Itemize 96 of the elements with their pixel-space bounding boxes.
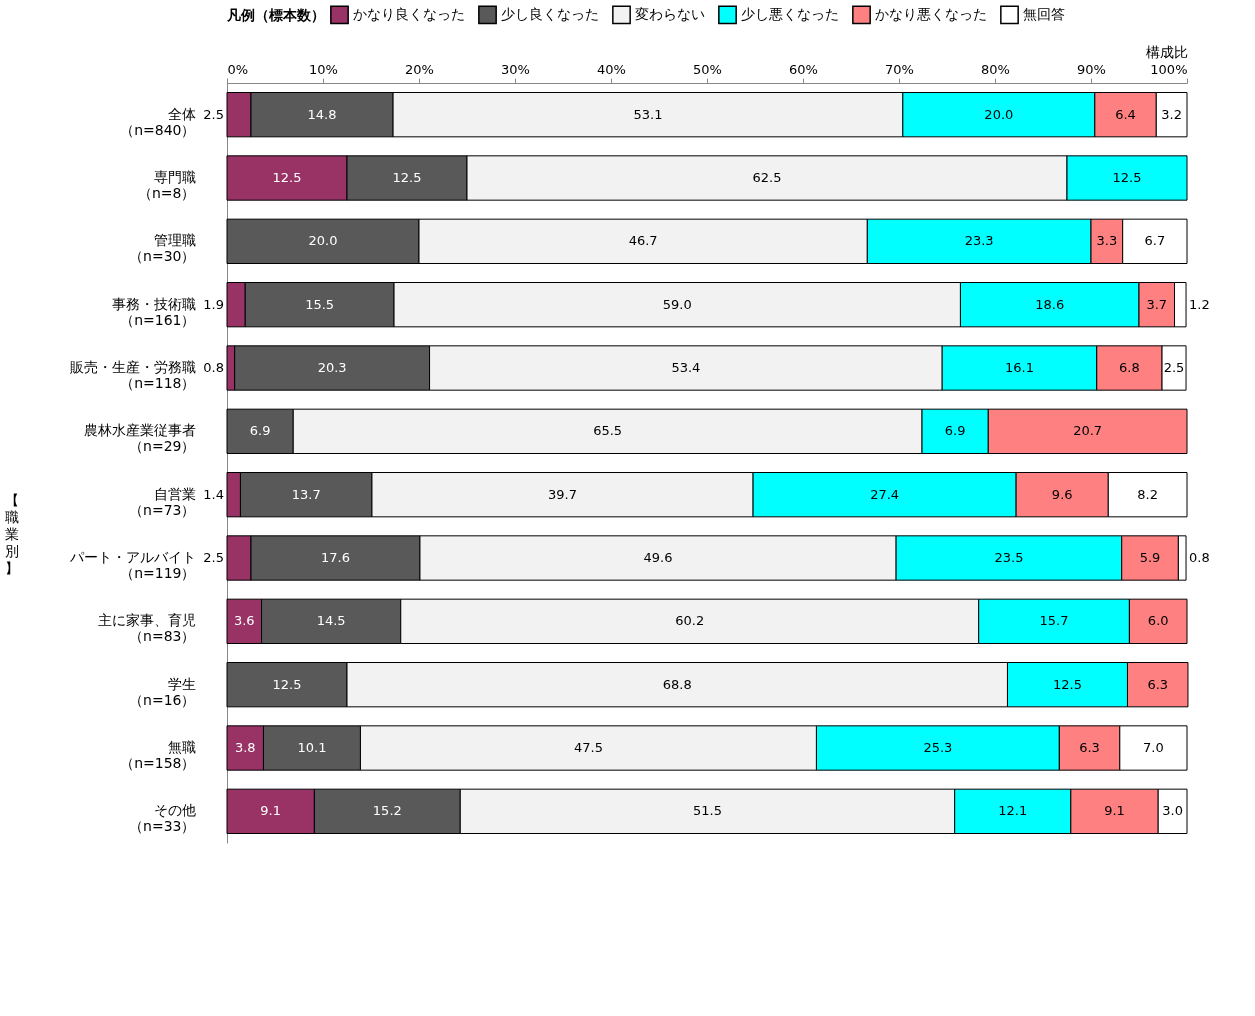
data-label: 2.5: [203, 106, 224, 122]
data-label: 2.5: [203, 550, 224, 565]
y-tick-label: 管理職（n=30）: [129, 232, 196, 265]
x-tick-label: 90%: [1077, 61, 1106, 77]
y-tick-label: 自営業（n=73）: [129, 485, 196, 518]
data-label: 62.5: [752, 170, 782, 185]
data-label: 10.1: [297, 740, 327, 755]
data-label: 12.5: [272, 676, 302, 692]
data-label: 8.2: [1137, 486, 1158, 502]
data-label: 3.7: [1146, 296, 1168, 312]
x-tick-label: 80%: [981, 61, 1010, 77]
data-label: 14.8: [307, 106, 337, 122]
data-label: 46.7: [628, 233, 658, 249]
data-label: 20.3: [317, 360, 347, 375]
data-label: 16.1: [1005, 360, 1034, 375]
data-label: 15.7: [1039, 613, 1069, 629]
data-label: 3.2: [1161, 106, 1182, 122]
y-tick-label: その他（n=33）: [129, 802, 196, 835]
data-label: 6.8: [1119, 360, 1140, 375]
data-label: 27.4: [870, 486, 900, 502]
legend-label: かなり悪くなった: [875, 5, 987, 22]
data-label: 1.9: [203, 296, 224, 312]
x-tick-label: 40%: [597, 61, 626, 77]
data-label: 23.5: [994, 550, 1024, 565]
data-label: 18.6: [1035, 296, 1065, 312]
data-label: 5.9: [1139, 550, 1161, 565]
data-label: 7.0: [1143, 740, 1164, 755]
legend-label: 変わらない: [635, 5, 705, 22]
data-label: 47.5: [573, 740, 603, 755]
x-tick-label: 50%: [693, 61, 722, 77]
data-label: 9.1: [1104, 803, 1125, 819]
x-tick-label: 20%: [405, 61, 434, 77]
data-label: 39.7: [548, 486, 577, 502]
y-tick-label: 事務・技術職（n=161）: [111, 295, 196, 328]
legend-title: 凡例（標本数）: [226, 7, 325, 23]
data-label: 6.9: [944, 423, 966, 439]
data-label: 6.7: [1144, 233, 1166, 249]
data-label: 1.4: [203, 486, 224, 502]
y-tick-label: 全体（n=840）: [120, 105, 196, 138]
data-label: 20.7: [1073, 423, 1103, 439]
data-label: 6.9: [249, 423, 271, 439]
data-label: 3.3: [1096, 233, 1118, 249]
data-label: 0.8: [1189, 550, 1210, 565]
text: 【職業別】: [5, 492, 19, 576]
data-label: 15.2: [372, 803, 402, 819]
data-label: 6.4: [1115, 106, 1136, 122]
y-tick-label: 主に家事、育児（n=83）: [97, 612, 196, 645]
data-label: 20.0: [308, 233, 338, 249]
data-label: 12.5: [272, 170, 302, 185]
data-label: 51.5: [693, 803, 722, 819]
data-label: 12.5: [1112, 170, 1142, 185]
legend-label: 無回答: [1023, 5, 1065, 22]
x-tick-label: 100%: [1150, 61, 1188, 77]
y-tick-label: 無職（n=158）: [120, 739, 196, 771]
data-label: 2.5: [1163, 360, 1185, 375]
data-label: 6.3: [1147, 676, 1169, 692]
x-tick-label: 70%: [885, 61, 914, 77]
y-tick-label: 販売・生産・労務職（n=118）: [69, 359, 196, 391]
data-label: 20.0: [984, 106, 1014, 122]
x-axis-title: 構成比: [1145, 43, 1188, 60]
y-tick-label: パート・アルバイト（n=119）: [68, 549, 196, 581]
data-label: 12.5: [1053, 676, 1082, 692]
data-label: 17.6: [321, 550, 350, 565]
data-label: 3.6: [233, 613, 255, 629]
data-label: 60.2: [675, 613, 705, 629]
data-label: 14.5: [316, 613, 346, 629]
legend-label: 少し悪くなった: [741, 5, 839, 22]
data-label: 53.1: [633, 106, 663, 122]
y-tick-label: 専門職（n=8）: [137, 169, 196, 201]
x-tick-label: 30%: [501, 61, 530, 77]
data-label: 25.3: [923, 740, 953, 755]
x-tick-label: 60%: [789, 61, 818, 77]
data-label: 13.7: [291, 486, 321, 502]
y-tick-label: 学生（n=16）: [129, 675, 196, 708]
data-label: 6.3: [1079, 740, 1100, 755]
data-label: 53.4: [671, 360, 701, 375]
data-label: 3.0: [1162, 803, 1183, 819]
legend-label: かなり良くなった: [353, 5, 465, 22]
x-tick-label: 0%: [227, 61, 249, 77]
legend-label: 少し良くなった: [501, 5, 599, 22]
data-label: 3.8: [234, 740, 256, 755]
data-label: 12.1: [998, 803, 1028, 819]
data-label: 9.1: [260, 803, 282, 819]
data-label: 49.6: [643, 550, 673, 565]
data-label: 65.5: [593, 423, 623, 439]
y-tick-label: 農林水産業従事者（n=29）: [83, 422, 196, 455]
data-label: 23.3: [964, 233, 994, 249]
data-label: 0.8: [203, 360, 224, 375]
data-label: 12.5: [392, 170, 422, 185]
data-label: 1.2: [1189, 296, 1210, 312]
data-label: 9.6: [1051, 486, 1073, 502]
data-label: 6.0: [1147, 613, 1169, 629]
x-tick-label: 10%: [309, 61, 338, 77]
data-label: 59.0: [662, 296, 692, 312]
data-label: 68.8: [662, 676, 692, 692]
data-label: 15.5: [305, 296, 335, 312]
